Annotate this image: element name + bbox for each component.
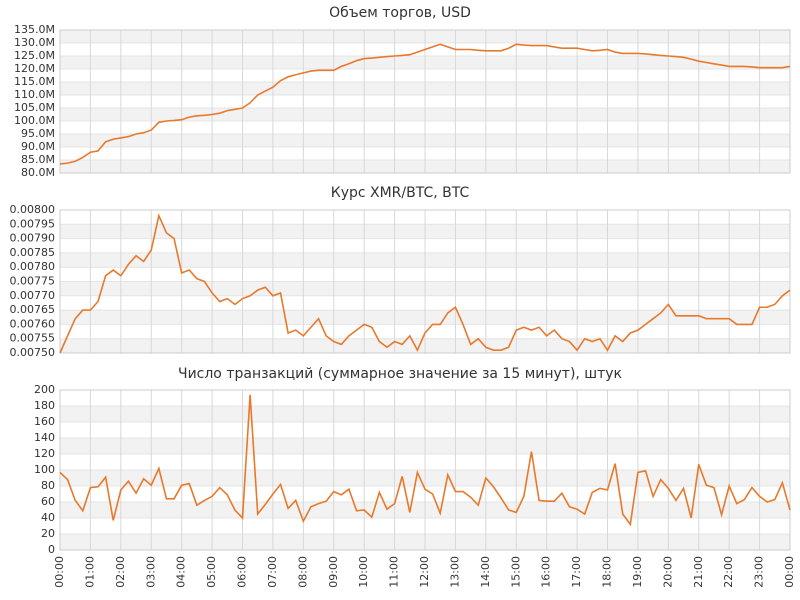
y-tick-label: 0.00760 <box>10 317 56 330</box>
y-tick-label: 100 <box>34 463 55 476</box>
y-tick-label: 0.00755 <box>10 332 56 345</box>
x-tick-label: 13:00 <box>448 556 461 588</box>
plot-frame <box>59 209 791 354</box>
x-tick-label: 20:00 <box>661 556 674 588</box>
y-tick-label: 20 <box>41 527 55 540</box>
plot-frame <box>59 389 791 551</box>
y-tick-label: 0.00795 <box>10 217 56 230</box>
y-tick-label: 90.0M <box>21 140 55 153</box>
x-tick-label: 19:00 <box>631 556 644 588</box>
y-tick-label: 135.0M <box>14 23 55 36</box>
y-tick-label: 95.0M <box>21 127 55 140</box>
x-tick-label: 04:00 <box>175 556 188 588</box>
y-tick-label: 125.0M <box>14 49 55 62</box>
chart-title: Число транзакций (суммарное значение за … <box>178 366 622 382</box>
x-tick-label: 15:00 <box>509 556 522 588</box>
line <box>59 43 791 165</box>
y-tick-label: 120.0M <box>14 62 55 75</box>
x-tick-label: 11:00 <box>388 556 401 588</box>
x-tick-label: 10:00 <box>357 556 370 588</box>
y-tick-label: 85.0M <box>21 153 55 166</box>
y-tick-label: 120 <box>34 447 55 460</box>
x-tick-label: 08:00 <box>296 556 309 588</box>
y-tick-label: 0.00770 <box>10 289 56 302</box>
y-tick-label: 100.0M <box>14 114 55 127</box>
x-tick-label: 12:00 <box>418 556 431 588</box>
x-tick-label: 23:00 <box>753 556 766 588</box>
line <box>59 394 791 527</box>
y-tick-label: 60 <box>41 495 55 508</box>
y-tick-label: 0.00790 <box>10 232 56 245</box>
x-tick-label: 05:00 <box>205 556 218 588</box>
y-tick-label: 105.0M <box>14 101 55 114</box>
y-tick-label: 40 <box>41 511 55 524</box>
x-tick-label: 00:00 <box>783 556 796 588</box>
y-tick-label: 0.00775 <box>10 275 56 288</box>
y-tick-label: 160 <box>34 415 55 428</box>
x-tick-label: 00:00 <box>53 556 66 588</box>
plot-frame <box>59 29 791 174</box>
y-tick-label: 0.00780 <box>10 260 56 273</box>
y-tick-label: 115.0M <box>14 75 55 88</box>
x-tick-label: 17:00 <box>570 556 583 588</box>
y-tick-label: 130.0M <box>14 36 55 49</box>
line <box>59 213 791 354</box>
chart-title: Объем торгов, USD <box>329 5 471 21</box>
x-tick-label: 02:00 <box>114 556 127 588</box>
y-tick-label: 0.00785 <box>10 246 56 259</box>
y-tick-label: 0.00765 <box>10 303 56 316</box>
x-tick-label: 06:00 <box>236 556 249 588</box>
y-tick-label: 0.00750 <box>10 346 56 359</box>
y-tick-label: 0.00800 <box>10 203 56 216</box>
y-tick-label: 80 <box>41 479 55 492</box>
y-tick-label: 140 <box>34 431 55 444</box>
x-tick-label: 09:00 <box>327 556 340 588</box>
y-tick-label: 200 <box>34 383 55 396</box>
x-tick-label: 16:00 <box>540 556 553 588</box>
y-tick-label: 0 <box>48 543 55 556</box>
x-tick-label: 03:00 <box>144 556 157 588</box>
x-tick-label: 22:00 <box>722 556 735 588</box>
x-tick-label: 01:00 <box>83 556 96 588</box>
x-tick-label: 14:00 <box>479 556 492 588</box>
x-tick-label: 21:00 <box>692 556 705 588</box>
x-tick-label: 18:00 <box>601 556 614 588</box>
y-tick-label: 110.0M <box>14 88 55 101</box>
x-tick-label: 07:00 <box>266 556 279 588</box>
chart-title: Курс XMR/BTC, BTC <box>331 185 470 201</box>
y-tick-label: 80.0M <box>21 166 55 179</box>
y-tick-label: 180 <box>34 399 55 412</box>
